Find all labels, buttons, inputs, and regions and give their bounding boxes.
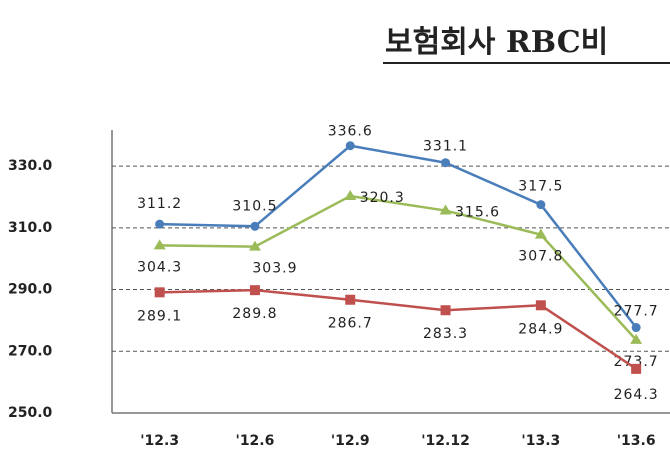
marker [344, 190, 357, 201]
marker [154, 287, 165, 298]
marker [441, 158, 451, 168]
marker [345, 141, 355, 151]
data-label: 284.9 [518, 321, 563, 337]
data-label: 310.5 [232, 198, 277, 214]
marker [630, 333, 643, 344]
data-label: 317.5 [518, 179, 563, 195]
data-label: 336.6 [328, 124, 373, 140]
data-label: 320.3 [360, 190, 405, 206]
data-label: 307.8 [518, 249, 563, 265]
data-label: 289.1 [137, 308, 182, 324]
data-label: 286.7 [328, 316, 373, 332]
x-tick-label: '12.3 [140, 433, 179, 449]
data-label: 289.8 [232, 306, 277, 322]
x-tick-label: '13.3 [521, 433, 560, 449]
marker [250, 221, 260, 231]
data-label: 304.3 [137, 259, 182, 275]
data-label: 331.1 [423, 139, 468, 155]
y-tick-label: 250.0 [8, 405, 53, 421]
data-label: 315.6 [455, 205, 500, 221]
marker [631, 323, 641, 333]
marker [440, 305, 451, 316]
data-label: 311.2 [137, 196, 182, 212]
y-tick-label: 270.0 [8, 343, 53, 359]
series-line [159, 144, 638, 329]
y-tick-label: 330.0 [8, 158, 53, 174]
marker [249, 285, 260, 296]
marker [439, 204, 452, 215]
marker [248, 240, 261, 251]
y-tick-label: 290.0 [8, 282, 53, 298]
data-label: 273.7 [614, 354, 659, 370]
marker [345, 294, 356, 305]
series-line [159, 194, 638, 341]
x-tick-label: '12.6 [236, 433, 275, 449]
x-tick-label: '13.6 [617, 433, 656, 449]
data-label: 277.7 [614, 304, 659, 320]
marker [534, 228, 547, 239]
data-label: 264.3 [614, 387, 659, 403]
marker [153, 239, 166, 250]
marker [631, 363, 642, 374]
x-tick-label: '12.9 [331, 433, 370, 449]
marker [535, 300, 546, 311]
series-line [159, 288, 637, 370]
marker [536, 200, 546, 210]
x-tick-label: '12.12 [421, 433, 470, 449]
marker [155, 219, 165, 229]
chart-title: 보험회사 RBC비 [385, 25, 608, 60]
data-label: 283.3 [423, 326, 468, 342]
data-label: 303.9 [252, 261, 297, 277]
y-tick-label: 310.0 [8, 220, 53, 236]
